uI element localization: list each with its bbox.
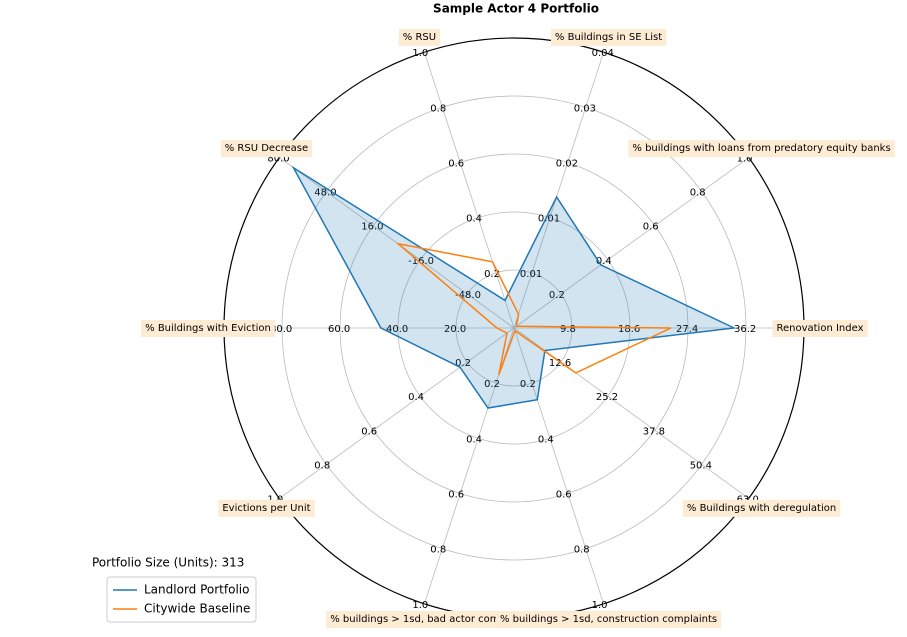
axis-label: % buildings with loans from predatory eq… (628, 140, 895, 158)
axis-label: Evictions per Unit (218, 499, 315, 517)
spoke (513, 327, 604, 604)
tick-label: 0.4 (538, 434, 554, 445)
axis-label: % buildings > 1sd, construction complain… (495, 611, 722, 629)
tick-label: 0.8 (430, 103, 446, 114)
axis-label-text: % buildings > 1sd, construction complain… (500, 614, 717, 625)
axis-label: % Buildings in SE List (550, 28, 667, 46)
tick-label: 0.6 (448, 489, 464, 500)
tick-label: 0.6 (448, 159, 464, 170)
tick-label: 0.4 (466, 214, 482, 225)
axis-label: % RSU (398, 28, 441, 46)
spoke (513, 52, 604, 329)
tick-label: 0.8 (314, 460, 330, 471)
axis-label-text: Renovation Index (776, 323, 863, 334)
axis-label-text: % RSU Decrease (225, 143, 308, 154)
tick-label: 0.2 (484, 269, 500, 280)
tick-label: 40.0 (386, 324, 408, 335)
axis-label-bg (682, 499, 841, 517)
tick-label: 0.2 (455, 358, 471, 369)
tick-label: 1.0 (737, 154, 753, 165)
legend-label: Landlord Portfolio (144, 583, 249, 597)
tick-label: 18.6 (618, 324, 640, 335)
tick-label: -16.0 (408, 256, 434, 267)
axis-label-bg (550, 28, 667, 46)
tick-label: 80.0 (267, 154, 289, 165)
tick-label: 0.04 (592, 48, 614, 59)
tick-label: 27.4 (676, 324, 698, 335)
tick-label: -48.0 (455, 290, 481, 301)
tick-label: 0.03 (574, 103, 596, 114)
series-line (291, 165, 737, 409)
tick-label: 25.2 (596, 392, 618, 403)
legend-box (106, 576, 257, 623)
axis-label: Renovation Index (772, 320, 868, 337)
axis-label-text: % RSU (403, 32, 436, 43)
spoke (513, 327, 749, 499)
tick-label: 0.6 (556, 489, 572, 500)
tick-label: 36.2 (734, 324, 756, 335)
axis-label-bg (218, 499, 315, 517)
tick-label: 0.8 (574, 545, 590, 556)
axis-label-text: % buildings > 1sd, bad actor compl (330, 614, 508, 625)
tick-label: 1.0 (412, 600, 428, 611)
legend-label: Citywide Baseline (144, 602, 250, 616)
tick-label: 0.2 (549, 290, 565, 301)
tick-label: 0.8 (430, 545, 446, 556)
axis-label-text: % Buildings in SE List (555, 32, 662, 43)
tick-label: 0.6 (361, 426, 377, 437)
tick-label: 20.0 (444, 324, 466, 335)
spoke (513, 157, 749, 329)
axis-label-bg (772, 320, 868, 337)
spoke (279, 327, 515, 499)
axis-label-text: Evictions per Unit (222, 503, 310, 514)
tick-label: 9.8 (560, 324, 576, 335)
tick-label: 16.0 (361, 222, 383, 233)
tick-label: 0.01 (538, 214, 560, 225)
axis-label: % Buildings with Eviction (141, 320, 275, 337)
tick-label: 80.0 (270, 324, 292, 335)
tick-label: 0.8 (690, 188, 706, 199)
spoke (424, 52, 515, 329)
axis-label-text: % Buildings with deregulation (687, 503, 836, 514)
axis-label-bg (495, 611, 722, 629)
tick-label: 0.4 (596, 256, 612, 267)
axis-label: % RSU Decrease (220, 140, 313, 158)
tick-label: 48.0 (314, 188, 336, 199)
tick-label: 50.4 (690, 460, 712, 471)
axis-label: % Buildings with deregulation (682, 499, 841, 517)
tick-label: 0.01 (520, 269, 542, 280)
axis-label: % buildings > 1sd, bad actor compl (326, 611, 513, 629)
axis-label-bg (326, 611, 513, 629)
axis-label-bg (398, 28, 441, 46)
tick-label: 0.6 (643, 222, 659, 233)
tick-label: 0.02 (556, 159, 578, 170)
chart-title: Sample Actor 4 Portfolio (433, 2, 599, 16)
axis-label-bg (628, 140, 895, 158)
tick-label: 0.2 (484, 379, 500, 390)
tick-label: 0.4 (466, 434, 482, 445)
tick-label: 0.2 (520, 379, 536, 390)
tick-label: 12.6 (549, 358, 571, 369)
axis-label-text: % Buildings with Eviction (145, 323, 271, 334)
series-line (395, 242, 672, 376)
tick-label: 60.0 (328, 324, 350, 335)
tick-label: 1.0 (592, 600, 608, 611)
tick-label: 37.8 (643, 426, 665, 437)
axis-label-bg (141, 320, 275, 337)
axis-label-bg (220, 140, 313, 158)
axis-label-text: % buildings with loans from predatory eq… (632, 143, 890, 154)
tick-label: 1.0 (412, 48, 428, 59)
annotation: Portfolio Size (Units): 313 (92, 556, 244, 570)
tick-label: 0.4 (408, 392, 424, 403)
